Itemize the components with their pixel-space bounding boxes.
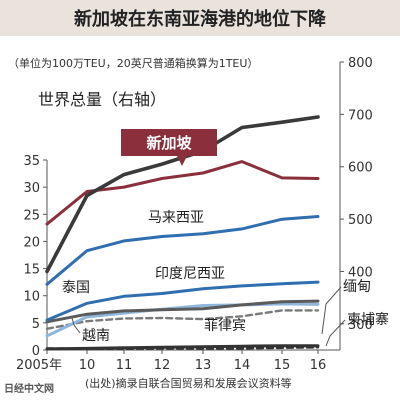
series-line-2: [45, 215, 320, 286]
series-label-malaysia: 马来西亚: [148, 210, 204, 226]
x-tick-label: 13: [195, 358, 212, 373]
series-line-6: [45, 309, 320, 330]
source-note: (出处)摘录自联合国贸易和发展会议资料等: [85, 376, 292, 390]
left-tick-label: 25: [23, 208, 40, 223]
series-label-vietnam: 越南: [82, 328, 110, 344]
left-axis-ticks: 0 5 10 15 20 25 30 35: [23, 154, 47, 359]
x-tick-label: 14: [234, 358, 251, 373]
series-line-4: [45, 299, 320, 324]
series-label-world: 世界总量（右轴）: [38, 90, 166, 109]
left-tick-label: 30: [23, 181, 40, 196]
publisher-logo: 日经中文网: [4, 382, 54, 395]
series-lines: [45, 115, 320, 351]
series-label-cambodia: 柬埔寨: [347, 311, 389, 328]
series-label-singapore: 新加坡: [146, 134, 191, 152]
series-line-3: [45, 280, 320, 322]
right-tick-label: 300: [348, 318, 373, 333]
series-label-indonesia: 印度尼西亚: [155, 266, 225, 282]
x-tick-label: 12: [154, 358, 171, 373]
x-tick-label: 11: [116, 358, 133, 373]
x-tick-label: 2005年: [16, 358, 62, 373]
series-line-5: [45, 302, 320, 338]
unit-note: （单位为100万TEU，20英尺普通箱换算为1TEU）: [8, 56, 258, 70]
highlight-label-pointer: [177, 156, 187, 166]
x-tick-label: 16: [310, 358, 327, 373]
series-line-7: [45, 344, 320, 351]
leader-cambodia: [325, 319, 346, 347]
title-bar: [0, 0, 400, 36]
series-label-philippines: 菲律宾: [204, 318, 246, 334]
right-tick-label: 600: [348, 161, 373, 176]
left-tick-label: 20: [23, 235, 40, 250]
right-tick-label: 700: [348, 108, 373, 123]
highlight-label-box: [121, 129, 217, 156]
series-label-thailand: 泰国: [62, 280, 90, 296]
leader-vietnam: [71, 317, 81, 334]
x-axis-ticks: 2005年 10 11 12 13 14 15 16: [16, 350, 326, 373]
left-tick-label: 15: [23, 263, 40, 278]
right-axis-ticks: 300 400 500 600 700 800: [340, 56, 373, 333]
series-label-myanmar: 缅甸: [343, 279, 371, 295]
left-tick-label: 0: [32, 344, 40, 359]
leader-myanmar: [321, 286, 342, 335]
x-tick-label: 10: [79, 358, 96, 373]
right-tick-label: 800: [348, 56, 373, 71]
right-tick-label: 400: [348, 265, 373, 280]
left-tick-label: 10: [23, 290, 40, 305]
left-tick-label: 5: [32, 317, 40, 332]
left-tick-label: 35: [23, 154, 40, 169]
x-tick-label: 15: [274, 358, 291, 373]
chart-title: 新加坡在东南亚海港的地位下降: [74, 8, 327, 30]
right-tick-label: 500: [348, 213, 373, 228]
